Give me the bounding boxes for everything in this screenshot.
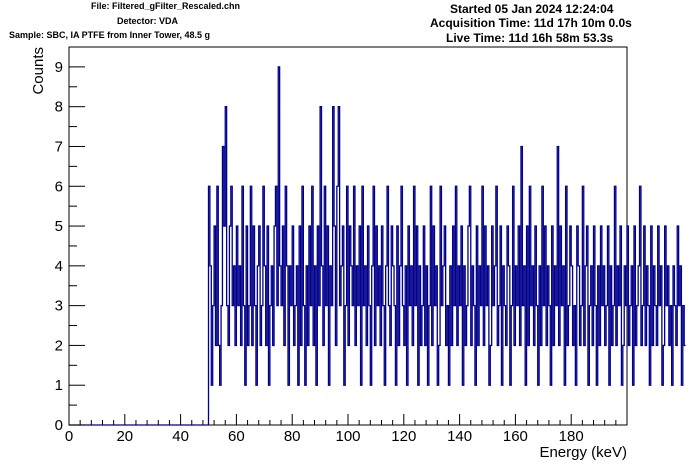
y-tick-label: 1: [55, 377, 63, 394]
x-tick-label: 60: [228, 428, 245, 445]
x-tick-label: 140: [447, 428, 472, 445]
y-tick-label: 8: [55, 99, 63, 116]
y-tick-label: 0: [55, 417, 63, 434]
y-tick-label: 6: [55, 178, 63, 195]
x-tick-label: 180: [559, 428, 584, 445]
y-tick-label: 2: [55, 337, 63, 354]
x-tick-label: 120: [391, 428, 416, 445]
live-time-label: Live Time: 11d 16h 58m 53.3s: [446, 31, 614, 45]
detector-label: Detector: VDA: [117, 16, 179, 26]
histogram-line: [69, 66, 686, 426]
ticks-group: 0 20 40 60 80 100 120 140 160 180 0 1 2 3 4 5 6 7 8 9: [55, 46, 617, 445]
x-axis-title: Energy (keV): [539, 444, 627, 461]
x-tick-label: 0: [65, 428, 73, 445]
acquisition-time-label: Acquisition Time: 11d 17h 10m 0.0s: [430, 16, 632, 30]
x-tick-label: 100: [335, 428, 360, 445]
x-tick-label: 40: [172, 428, 189, 445]
y-tick-label: 3: [55, 298, 63, 315]
histogram-group: [69, 66, 686, 426]
y-axis-title: Counts: [30, 47, 47, 95]
started-label: Started 05 Jan 2024 12:24:04: [450, 2, 614, 16]
file-label: File: Filtered_gFilter_Rescaled.chn: [91, 1, 241, 11]
x-tick-label: 80: [284, 428, 301, 445]
sample-label: Sample: SBC, IA PTFE from Inner Tower, 4…: [9, 30, 211, 40]
y-tick-label: 4: [55, 258, 63, 275]
y-tick-label: 9: [55, 59, 63, 76]
y-tick-label: 5: [55, 218, 63, 235]
y-tick-label: 7: [55, 138, 63, 155]
x-tick-label: 160: [503, 428, 528, 445]
x-tick-label: 20: [116, 428, 133, 445]
